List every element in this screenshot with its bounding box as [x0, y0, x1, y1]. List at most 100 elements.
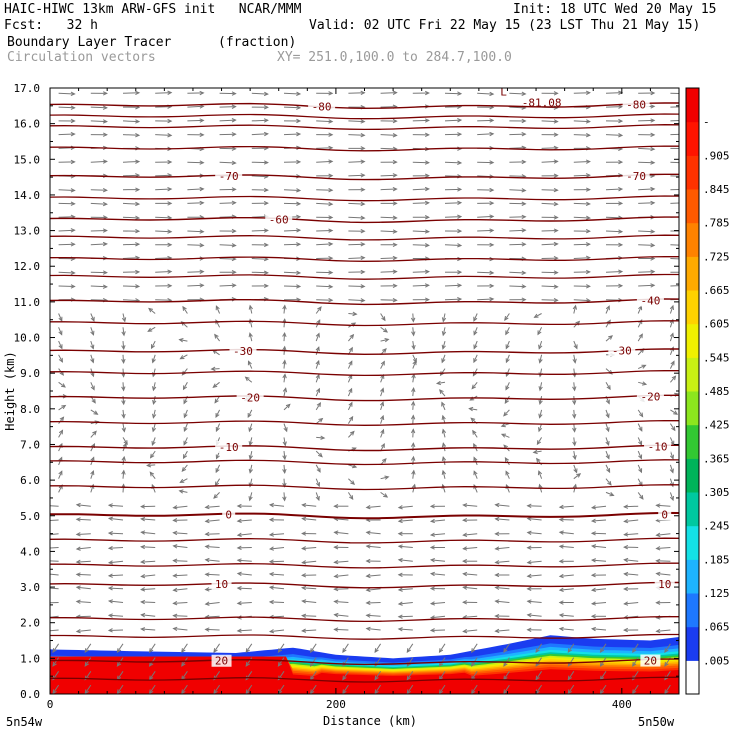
- vector-head: [93, 410, 99, 415]
- vector-head: [333, 599, 339, 604]
- vector-head: [121, 372, 126, 378]
- vector-head: [504, 398, 509, 404]
- vector-head: [296, 131, 302, 137]
- vector-head: [380, 414, 385, 421]
- vector-shaft: [412, 415, 414, 424]
- vector-head: [424, 269, 430, 274]
- vector-shaft: [90, 202, 107, 205]
- vector-head: [236, 558, 242, 563]
- vector-shaft: [116, 684, 124, 694]
- vector-head: [213, 494, 218, 499]
- vector-shaft: [463, 547, 478, 550]
- y-tick-label: 5.0: [20, 510, 40, 523]
- vector-head: [553, 241, 559, 247]
- vector-shaft: [50, 519, 59, 521]
- vector-shaft: [315, 374, 320, 383]
- vector-head: [462, 628, 468, 634]
- vector-head: [102, 270, 108, 275]
- vector-head: [397, 601, 403, 606]
- contour-label: -10: [648, 441, 668, 454]
- vector-shaft: [412, 327, 415, 336]
- x-tick-label: 200: [326, 698, 346, 711]
- vector-head: [360, 132, 366, 138]
- vector-head: [231, 228, 237, 234]
- contour-line: [50, 444, 679, 452]
- vector-shaft: [122, 313, 126, 322]
- vector-head: [429, 518, 435, 524]
- vector-head: [310, 689, 315, 694]
- vector-head: [494, 613, 500, 619]
- vector-head: [210, 366, 216, 372]
- vector-shaft: [58, 354, 63, 363]
- vector-shaft: [632, 643, 639, 653]
- vector-shaft: [624, 519, 639, 522]
- vector-head: [607, 480, 612, 486]
- vector-head: [204, 587, 210, 592]
- vector-shaft: [656, 533, 671, 536]
- vector-shaft: [605, 216, 623, 219]
- vector-head: [301, 628, 307, 633]
- vector-shaft: [245, 657, 253, 667]
- vector-shaft: [412, 388, 415, 397]
- vector-head: [655, 546, 661, 551]
- vector-shaft: [334, 560, 349, 563]
- vector-shaft: [116, 643, 124, 653]
- vector-shaft: [283, 388, 287, 397]
- vector-head: [172, 587, 178, 593]
- vector-shaft: [541, 230, 558, 232]
- vector-shaft: [90, 409, 98, 415]
- vector-head: [328, 241, 334, 247]
- vector-name: Circulation vectors: [7, 50, 156, 65]
- vector-head: [301, 613, 307, 618]
- vector-head: [424, 132, 430, 138]
- vector-head: [379, 401, 385, 407]
- vector-shaft: [573, 473, 581, 480]
- vector-head: [342, 648, 347, 654]
- vector-shaft: [315, 347, 320, 355]
- vector-shaft: [90, 431, 97, 438]
- vector-shaft: [442, 456, 446, 466]
- vector-head: [231, 160, 237, 165]
- vector-shaft: [302, 504, 317, 507]
- contour-label: -80: [312, 100, 332, 113]
- vector-head: [360, 298, 366, 303]
- vector-head: [75, 599, 81, 604]
- vector-head: [182, 385, 188, 391]
- vector-head: [70, 131, 76, 137]
- vector-shaft: [567, 684, 575, 694]
- vector-shaft: [473, 340, 478, 349]
- vector-shaft: [495, 547, 510, 550]
- vector-shaft: [214, 334, 221, 342]
- vector-shaft: [173, 532, 188, 535]
- vector-shaft: [638, 161, 655, 164]
- vector-head: [521, 242, 527, 247]
- vector-head: [181, 689, 186, 694]
- vector-head: [553, 91, 559, 96]
- vector-head: [392, 201, 398, 206]
- vector-head: [567, 648, 572, 654]
- vector-shaft: [637, 409, 644, 417]
- vector-shaft: [348, 257, 365, 259]
- vector-shaft: [213, 684, 221, 694]
- vector-shaft: [431, 559, 446, 562]
- vector-head: [623, 544, 629, 550]
- vector-head: [382, 348, 387, 353]
- vector-head: [121, 427, 126, 433]
- vector-shaft: [153, 395, 156, 405]
- vector-shaft: [348, 161, 365, 163]
- vector-head: [167, 186, 173, 192]
- vector-shaft: [315, 478, 320, 487]
- vector-head: [618, 283, 624, 289]
- vector-head: [429, 571, 435, 577]
- vector-head: [504, 457, 509, 463]
- vector-head: [296, 105, 302, 110]
- vector-head: [245, 648, 250, 654]
- vector-shaft: [187, 230, 204, 233]
- vector-head: [135, 242, 141, 247]
- vector-head: [638, 454, 643, 460]
- y-tick-label: 15.0: [14, 153, 41, 166]
- contour-label-bg: [636, 390, 664, 403]
- vector-head: [70, 105, 76, 110]
- colorbar-label: .065: [703, 621, 730, 634]
- vector-shaft: [122, 202, 140, 205]
